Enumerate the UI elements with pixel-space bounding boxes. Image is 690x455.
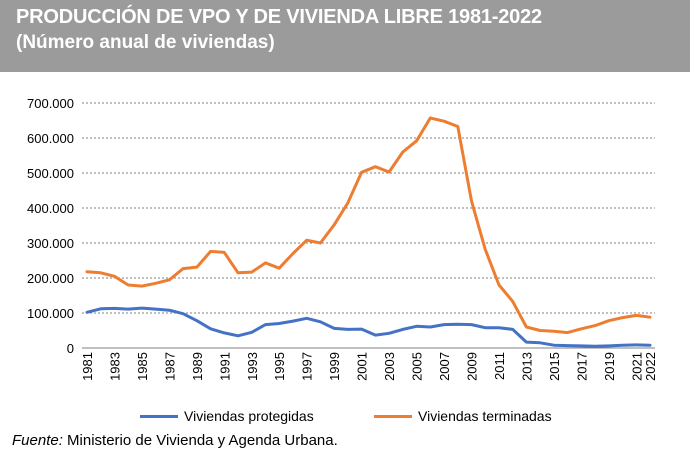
chart-header: PRODUCCIÓN DE VPO Y DE VIVIENDA LIBRE 19… [0, 0, 690, 72]
y-tick-label: 600.000 [27, 131, 74, 146]
y-tick-label: 0 [67, 341, 74, 356]
x-tick-label: 1987 [162, 352, 177, 381]
x-tick-label: 2001 [355, 352, 370, 381]
legend-item-terminadas: Viviendas terminadas [374, 404, 552, 428]
x-tick-label: 1993 [245, 352, 260, 381]
x-tick-label: 2007 [437, 352, 452, 381]
x-tick-label: 1989 [190, 352, 205, 381]
x-tick-label: 2005 [410, 352, 425, 381]
x-tick-label: 1983 [107, 352, 122, 381]
x-tick-label: 1997 [300, 352, 315, 381]
x-tick-label: 2003 [382, 352, 397, 381]
y-tick-label: 500.000 [27, 166, 74, 181]
chart-subtitle: (Número anual de viviendas) [16, 32, 275, 53]
legend-item-protegidas: Viviendas protegidas [140, 404, 314, 428]
x-tick-label: 2021 [629, 352, 644, 381]
x-tick-label: 1995 [272, 352, 287, 381]
x-tick-label: 2013 [519, 352, 534, 381]
y-tick-label: 700.000 [27, 96, 74, 111]
y-tick-label: 100.000 [27, 306, 74, 321]
chart-title: PRODUCCIÓN DE VPO Y DE VIVIENDA LIBRE 19… [16, 6, 542, 28]
source-text: Ministerio de Vivienda y Agenda Urbana. [62, 432, 338, 449]
x-tick-label: 2017 [574, 352, 589, 381]
legend-label-protegidas: Viviendas protegidas [184, 408, 314, 424]
x-tick-label: 1981 [80, 352, 95, 381]
source-label: Fuente: [12, 432, 63, 449]
y-tick-label: 400.000 [27, 201, 74, 216]
series-line-terminadas [85, 116, 652, 335]
x-tick-label: 2009 [464, 352, 479, 381]
series-line-protegidas [85, 306, 652, 348]
legend-swatch-terminadas [374, 414, 412, 418]
x-tick-label: 1985 [135, 352, 150, 381]
x-tick-label: 2022 [643, 352, 658, 381]
y-tick-label: 300.000 [27, 236, 74, 251]
x-tick-label: 1999 [327, 352, 342, 381]
x-tick-label: 2015 [547, 352, 562, 381]
x-tick-label: 1991 [217, 352, 232, 381]
legend-swatch-protegidas [140, 414, 178, 418]
chart-source: Fuente: Ministerio de Vivienda y Agenda … [12, 432, 338, 449]
chart-legend: Viviendas protegidas Viviendas terminada… [0, 404, 690, 428]
x-tick-label: 2011 [492, 352, 507, 380]
legend-label-terminadas: Viviendas terminadas [418, 408, 552, 424]
y-tick-label: 200.000 [27, 271, 74, 286]
x-tick-label: 2019 [602, 352, 617, 381]
